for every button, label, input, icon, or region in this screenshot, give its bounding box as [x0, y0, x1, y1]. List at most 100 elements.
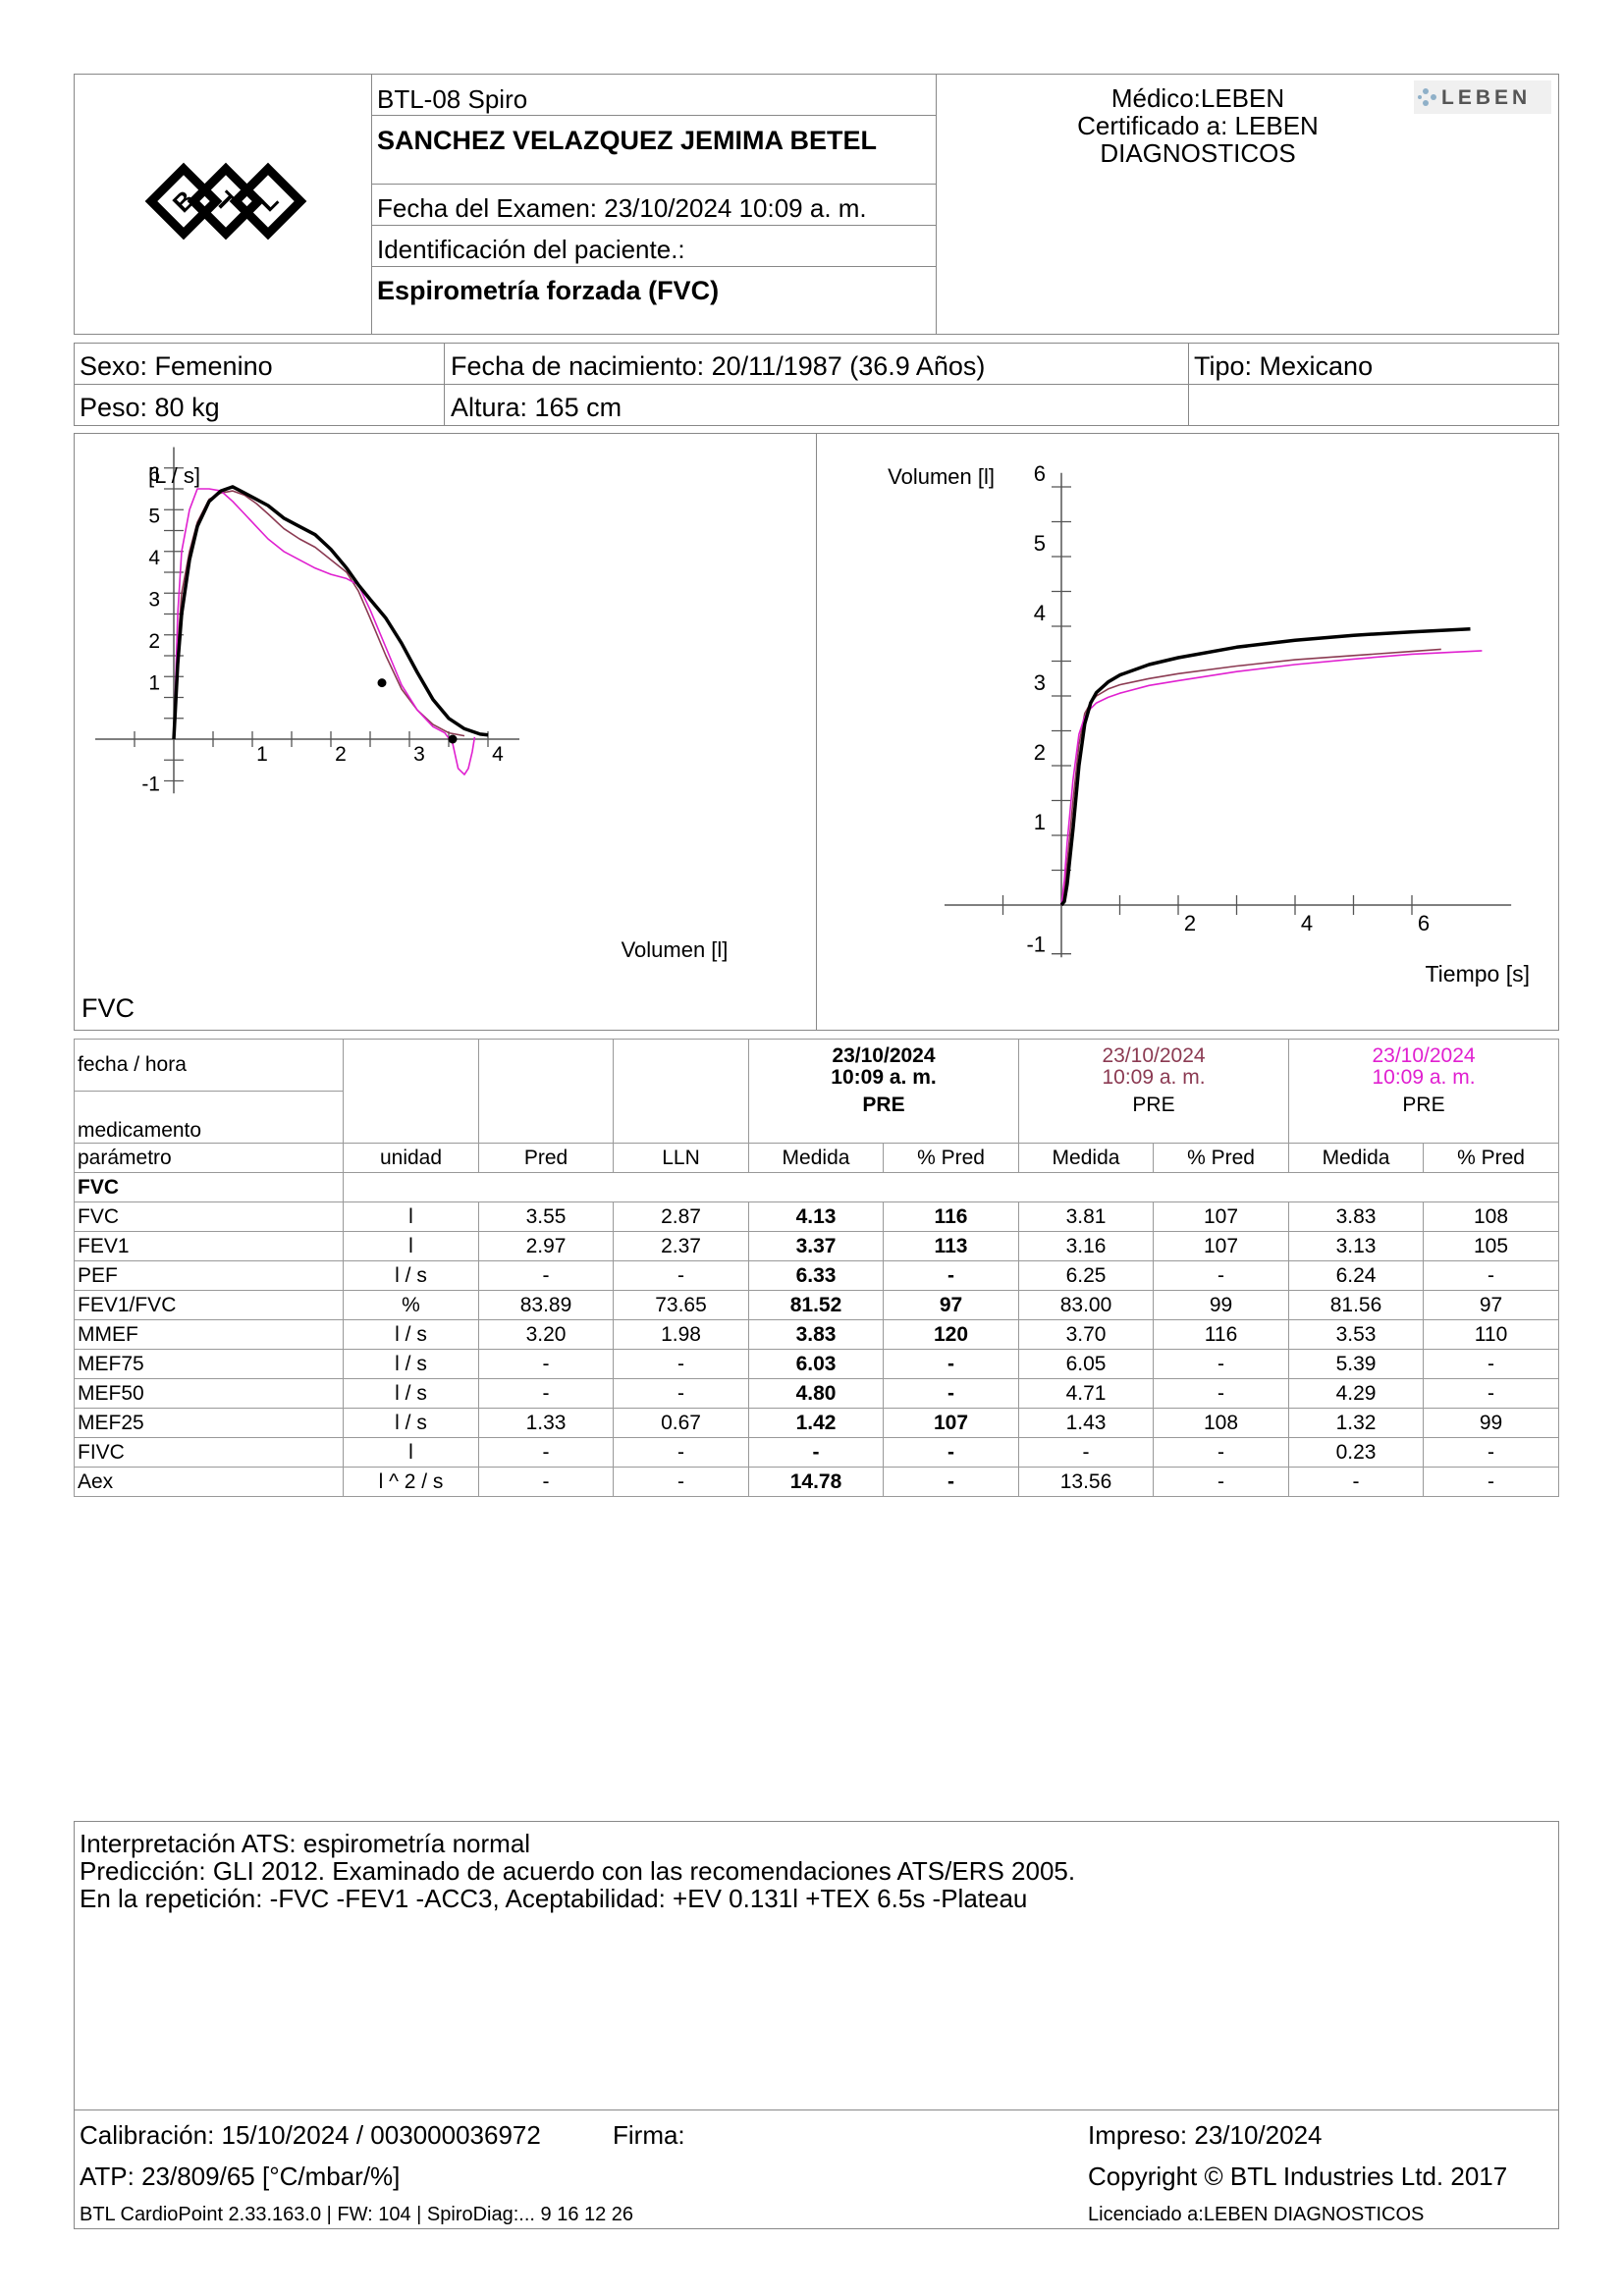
- table-cell: -: [1423, 1437, 1560, 1468]
- table-cell: -: [1018, 1437, 1154, 1468]
- table-cell: 107: [883, 1408, 1019, 1438]
- table-cell: 1.98: [613, 1319, 749, 1350]
- flow-y-tick-label: 1: [148, 672, 160, 695]
- software-version: BTL CardioPoint 2.33.163.0 | FW: 104 | S…: [80, 2204, 634, 2225]
- table-cell: 81.52: [748, 1290, 884, 1320]
- table-cell: 73.65: [613, 1290, 749, 1320]
- table-row: FEV1 l 2.97 2.37 3.37 113 3.16 107 3.13 105: [74, 1231, 1560, 1261]
- vt-xlabel: Tiempo [s]: [1425, 961, 1530, 987]
- table-cell: l / s: [343, 1260, 479, 1291]
- table-cell: l: [343, 1437, 479, 1468]
- table-cell: -: [1423, 1260, 1560, 1291]
- trial2-time: 10:09 a. m.: [1102, 1066, 1206, 1089]
- table-cell: 107: [1152, 1201, 1290, 1232]
- col-pctpred-2: % Pred: [1152, 1143, 1290, 1173]
- table-cell: 120: [883, 1319, 1019, 1350]
- flow-y-tick-label: 2: [148, 630, 160, 653]
- copyright: Copyright © BTL Industries Ltd. 2017: [1088, 2162, 1508, 2191]
- table-cell: 97: [1423, 1290, 1560, 1320]
- table-cell: l / s: [343, 1319, 479, 1350]
- doctor-block: Médico:LEBEN Certificado a: LEBEN DIAGNO…: [972, 84, 1424, 167]
- table-cell: 1.32: [1288, 1408, 1425, 1438]
- table-cell: -: [883, 1437, 1019, 1468]
- table-cell: 6.24: [1288, 1260, 1425, 1291]
- table-cell: 108: [1423, 1201, 1560, 1232]
- trial3-time: 10:09 a. m.: [1372, 1066, 1476, 1089]
- table-cell: -: [883, 1467, 1019, 1497]
- table-row: FVC l 3.55 2.87 4.13 116 3.81 107 3.83 108: [74, 1201, 1560, 1232]
- table-cell: 81.56: [1288, 1290, 1425, 1320]
- table-cell: 1.33: [478, 1408, 614, 1438]
- flow-y-tick-label: 6: [148, 463, 160, 486]
- table-cell: MEF25: [74, 1408, 344, 1438]
- table-cell: l: [343, 1231, 479, 1261]
- table-cell: 83.89: [478, 1290, 614, 1320]
- table-cell: PEF: [74, 1260, 344, 1291]
- header-box: [74, 74, 1559, 335]
- table-row: FIVC l - - - - - -0.23-: [74, 1437, 1560, 1468]
- interpretation-line3: En la repetición: -FVC -FEV1 -ACC3, Acep…: [80, 1884, 1028, 1913]
- table-row: MEF50 l / s - -4.80-4.71-4.29-: [74, 1378, 1560, 1409]
- flow-x-tick-label: 3: [413, 743, 425, 766]
- table-cell: 3.83: [748, 1319, 884, 1350]
- table-cell: 1.42: [748, 1408, 884, 1438]
- table-cell: 3.16: [1018, 1231, 1154, 1261]
- col-pctpred-1: % Pred: [883, 1143, 1019, 1173]
- patient-height: Altura: 165 cm: [451, 393, 622, 422]
- atp-values: ATP: 23/809/65 [°C/mbar/%]: [80, 2162, 401, 2191]
- group-label: FVC: [74, 1172, 344, 1202]
- trial2-header: 23/10/2024 10:09 a. m. PRE: [1017, 1039, 1290, 1144]
- flow-volume-chart: 1 2 3 4 -1 1 2 3 4 5 6 [L / s] Volumen [l] FVC: [81, 447, 728, 1023]
- results-table: fecha / hora 23/10/2024 10:09 a. m. PRE …: [74, 1039, 1560, 1497]
- table-cell: -: [883, 1349, 1019, 1379]
- table-cell: 97: [883, 1290, 1019, 1320]
- flow-chart-title: FVC: [81, 993, 135, 1023]
- table-cell: 4.13: [748, 1201, 884, 1232]
- table-cell: 107: [1152, 1231, 1290, 1261]
- col-medida-3: Medida: [1288, 1143, 1425, 1173]
- table-row: MEF75 l / s - -6.03-6.05-5.39-: [74, 1349, 1560, 1379]
- table-cell: -: [883, 1378, 1019, 1409]
- table-cell: -: [613, 1378, 749, 1409]
- patient-type: Tipo: Mexicano: [1194, 351, 1374, 381]
- table-cell: 116: [1152, 1319, 1290, 1350]
- vt-y-tick-label: 4: [1034, 601, 1046, 625]
- table-cell: 0.23: [1288, 1437, 1425, 1468]
- table-cell: -: [1152, 1260, 1290, 1291]
- trial1-med: PRE: [862, 1094, 905, 1116]
- table-cell: 1.43: [1018, 1408, 1154, 1438]
- flow-y-tick-label: -1: [141, 774, 160, 796]
- table-cell: 113: [883, 1231, 1019, 1261]
- exam-date: Fecha del Examen: 23/10/2024 10:09 a. m.: [377, 193, 867, 223]
- vt-series-line-1: [1059, 627, 1471, 907]
- table-cell: -: [1423, 1378, 1560, 1409]
- flow-y-tick-label: 4: [148, 547, 160, 569]
- vt-x-tick-label: 4: [1301, 911, 1313, 935]
- footer-box: [74, 2109, 1559, 2229]
- table-cell: -: [613, 1437, 749, 1468]
- label-medicamento: medicamento: [74, 1091, 344, 1144]
- table-cell: 4.29: [1288, 1378, 1425, 1409]
- table-cell: -: [613, 1260, 749, 1291]
- col-parametro: parámetro: [74, 1143, 344, 1173]
- table-cell: 5.39: [1288, 1349, 1425, 1379]
- table-row: FEV1/FVC% 83.89 73.65 81.52 97 83.00 99 81.56 97: [74, 1290, 1560, 1320]
- table-cell: 3.55: [478, 1201, 614, 1232]
- table-row: MEF25 l / s 1.33 0.67 1.42 107 1.43 108 1.32 99: [74, 1408, 1560, 1438]
- vt-y-tick-label: -1: [1026, 933, 1046, 957]
- interpretation-line1: Interpretación ATS: espirometría normal: [80, 1829, 531, 1858]
- table-cell: l ^ 2 / s: [343, 1467, 479, 1497]
- table-cell: 116: [883, 1201, 1019, 1232]
- certified-line2: DIAGNOSTICOS: [1100, 138, 1296, 168]
- test-type: Espirometría forzada (FVC): [377, 276, 720, 305]
- flow-y-tick-label: 3: [148, 589, 160, 612]
- table-cell: 4.71: [1018, 1378, 1154, 1409]
- table-cell: 3.13: [1288, 1231, 1425, 1261]
- table-cell: FEV1/FVC: [74, 1290, 344, 1320]
- table-cell: -: [883, 1260, 1019, 1291]
- trial1-time: 10:09 a. m.: [831, 1066, 937, 1089]
- table-cell: 6.05: [1018, 1349, 1154, 1379]
- table-cell: 105: [1423, 1231, 1560, 1261]
- table-cell: 83.00: [1018, 1290, 1154, 1320]
- table-cell: l / s: [343, 1408, 479, 1438]
